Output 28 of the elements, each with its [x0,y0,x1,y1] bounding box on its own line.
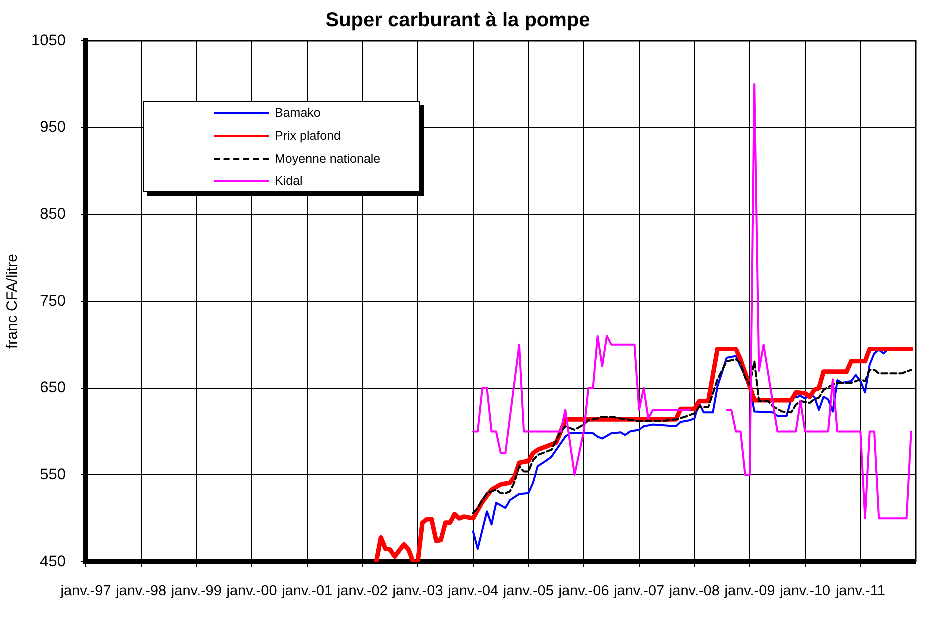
x-tick-label: janv.-00 [226,584,278,600]
chart-title: Super carburant à la pompe [326,10,590,32]
y-axis-title: franc CFA/litre [4,254,22,350]
x-tick-label: janv.-03 [392,584,444,600]
y-tick-label: 950 [40,119,66,136]
y-tick-label: 850 [40,206,66,223]
x-tick-label: janv.-08 [668,584,720,600]
x-tick-label: janv.-11 [834,584,886,600]
x-tick-label: janv.-99 [170,584,222,600]
legend-label: Bamako [275,106,321,120]
x-tick-label: janv.-01 [281,584,333,600]
y-tick-label: 750 [40,292,66,310]
x-tick-label: janv.-02 [336,584,388,600]
y-tick-label: 1050 [32,32,66,50]
x-tick-label: janv.-04 [447,584,499,600]
y-tick-label: 450 [40,553,66,570]
y-tick-label: 650 [40,380,66,397]
x-tick-label: janv.-98 [115,584,167,600]
y-tick-label: 550 [40,466,66,484]
x-tick-label: janv.-97 [60,584,112,600]
x-tick-label: janv.-06 [558,584,610,600]
legend-label: Prix plafond [275,129,342,144]
legend-label: Kidal [275,174,303,188]
x-tick-label: janv.-07 [613,584,665,600]
x-tick-label: janv.-05 [502,584,554,600]
x-tick-label: janv.-10 [779,584,831,600]
legend-label: Moyenne nationale [275,152,381,166]
x-tick-label: janv.-09 [724,584,776,600]
